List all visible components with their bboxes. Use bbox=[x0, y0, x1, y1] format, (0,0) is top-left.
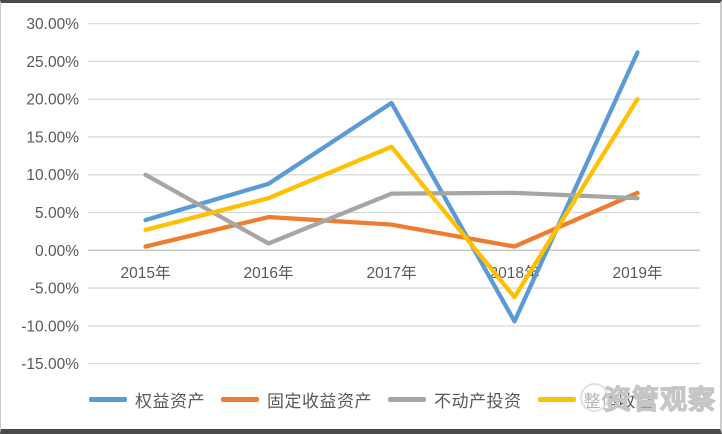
watermark: 资管观察 bbox=[580, 378, 716, 417]
legend-label: 权益资产 bbox=[135, 392, 205, 411]
watermark-text: 资管观察 bbox=[603, 384, 716, 415]
series-line-overall-return bbox=[143, 97, 640, 300]
y-axis-tick-label: -10.00% bbox=[21, 318, 79, 335]
legend-item-fixed-income-assets: 固定收益资产 bbox=[221, 387, 372, 412]
y-axis-tick-label: 25.00% bbox=[26, 54, 79, 71]
legend-label: 不动产投资 bbox=[434, 392, 522, 411]
legend-label: 固定收益资产 bbox=[267, 392, 372, 411]
legend-item-equity-assets: 权益资产 bbox=[89, 387, 205, 412]
legend-swatch-real-estate-investment bbox=[388, 397, 426, 402]
legend-swatch-equity-assets bbox=[89, 397, 127, 402]
x-axis-tick-label: 2015年 bbox=[121, 264, 171, 282]
x-axis-tick-label: 2017年 bbox=[367, 264, 417, 282]
y-axis-tick-label: 0.00% bbox=[35, 243, 79, 260]
y-axis-tick-label: -15.00% bbox=[21, 356, 79, 373]
x-axis-tick-label: 2019年 bbox=[613, 264, 663, 282]
legend-swatch-fixed-income-assets bbox=[221, 397, 259, 402]
y-axis-tick-label: 20.00% bbox=[26, 92, 79, 109]
chart-svg: 30.00% 25.00% 20.00% 15.00% 10.00% 5.00% 0.00%… bbox=[21, 16, 700, 373]
series-line-real-estate-investment bbox=[143, 172, 640, 246]
legend-swatch-overall-return bbox=[537, 397, 576, 402]
y-axis-tick-label: 15.00% bbox=[26, 129, 79, 146]
x-axis-tick-label: 2016年 bbox=[244, 264, 294, 282]
watermark-stamp-icon bbox=[580, 383, 609, 412]
y-axis-tick-label: -5.00% bbox=[30, 281, 79, 298]
y-axis-tick-label: 5.00% bbox=[35, 205, 79, 222]
legend-item-real-estate-investment: 不动产投资 bbox=[388, 387, 522, 412]
y-axis-tick-label: 10.00% bbox=[26, 167, 79, 184]
y-axis-tick-label: 30.00% bbox=[26, 16, 79, 33]
